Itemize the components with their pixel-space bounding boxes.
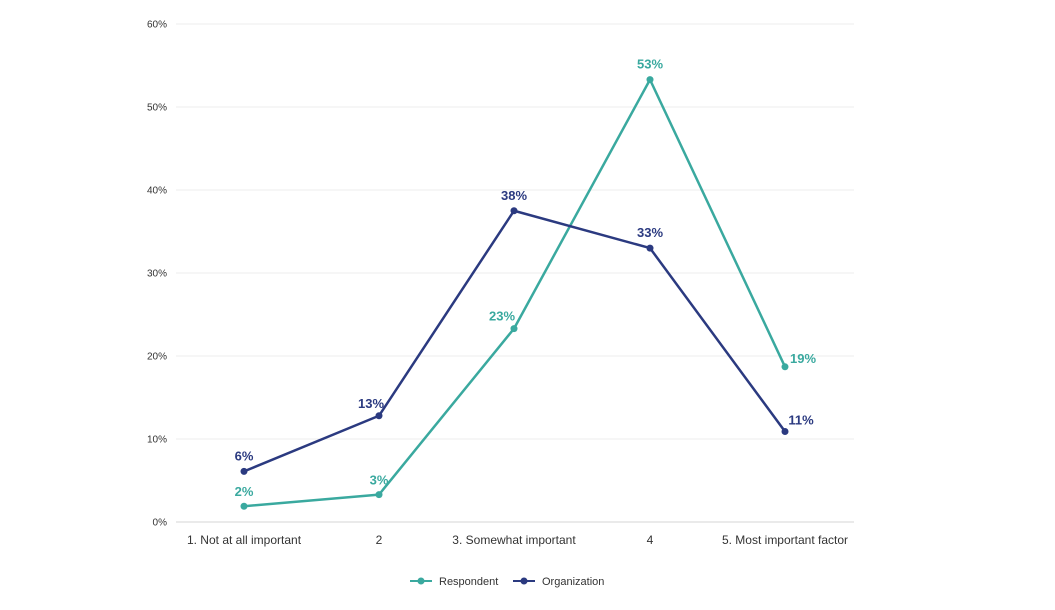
data-label-organization: 11% — [788, 413, 814, 428]
data-point-organization — [510, 207, 518, 215]
x-category-label: 4 — [647, 533, 654, 547]
legend-label: Organization — [542, 576, 604, 588]
legend-item-organization: Organization — [513, 576, 604, 588]
data-point-organization — [240, 467, 248, 475]
y-tick-label: 30% — [147, 269, 167, 280]
y-tick-label: 10% — [147, 435, 167, 446]
legend-marker — [520, 577, 528, 585]
y-tick-label: 20% — [147, 352, 167, 363]
data-labels: 2% 3% 23% 53% 19% 6% 13% 38% 33% 11% — [235, 57, 817, 500]
data-label-organization: 6% — [235, 448, 254, 463]
y-tick-label: 40% — [147, 186, 167, 197]
data-point-respondent — [510, 325, 518, 333]
series-lines — [240, 76, 789, 510]
data-label-respondent: 53% — [637, 57, 663, 72]
data-label-respondent: 3% — [370, 473, 389, 488]
x-category-label: 1. Not at all important — [187, 533, 302, 547]
x-category-label: 3. Somewhat important — [452, 533, 576, 547]
x-category-label: 5. Most important factor — [722, 533, 848, 547]
series-line-organization — [242, 209, 787, 473]
y-tick-label: 60% — [147, 20, 167, 31]
legend-item-respondent: Respondent — [410, 576, 498, 588]
data-label-organization: 33% — [637, 225, 663, 240]
legend-marker — [417, 577, 425, 585]
y-axis-tick-labels: 0% 10% 20% 30% 40% 50% 60% — [147, 20, 167, 529]
data-point-organization — [646, 244, 654, 252]
data-label-organization: 13% — [358, 396, 384, 411]
y-tick-label: 0% — [153, 518, 168, 529]
data-point-organization — [375, 412, 383, 420]
x-axis-category-labels: 1. Not at all important 2 3. Somewhat impo… — [187, 533, 848, 547]
data-label-organization: 38% — [501, 188, 527, 203]
legend: Respondent Organization — [410, 576, 604, 588]
data-label-respondent: 23% — [489, 309, 515, 324]
gridlines — [176, 23, 854, 523]
x-category-label: 2 — [376, 533, 383, 547]
data-point-respondent — [375, 491, 383, 499]
data-label-respondent: 2% — [235, 484, 254, 499]
data-point-respondent — [646, 76, 654, 84]
legend-label: Respondent — [439, 576, 498, 588]
series-line-respondent — [242, 78, 787, 508]
y-tick-label: 50% — [147, 103, 167, 114]
data-point-respondent — [240, 502, 248, 510]
data-point-respondent — [781, 363, 789, 371]
data-point-organization — [781, 428, 789, 436]
data-label-respondent: 19% — [790, 351, 816, 366]
